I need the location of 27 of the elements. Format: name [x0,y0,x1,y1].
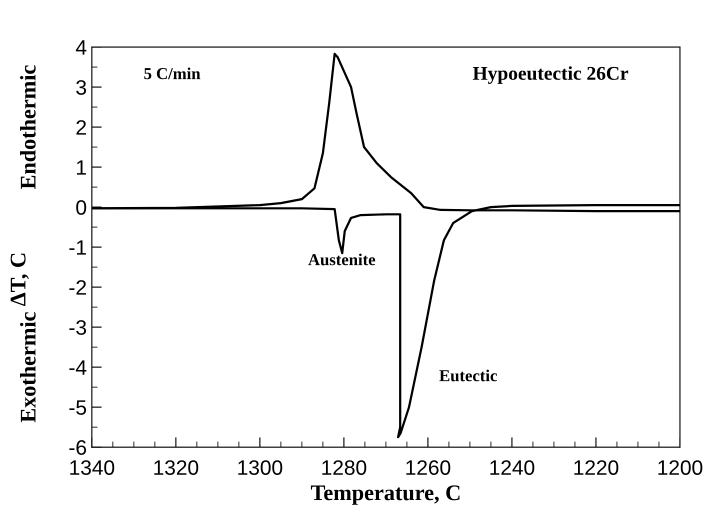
x-tick-label: 1240 [490,460,534,475]
x-tick-label: 1260 [406,460,450,475]
x-tick-label: 1300 [238,460,282,475]
x-tick-label: 1320 [154,460,198,475]
y-tick-label: -3 [69,320,86,335]
y-axis-title: ΔT, C [10,254,29,306]
y-tick-label: -6 [69,440,86,455]
y-tick-label: -1 [69,240,86,255]
y-tick-label: -2 [69,280,86,295]
annotation: Austenite [308,254,376,266]
x-axis-title: Temperature, C [310,485,460,505]
x-tick-label: 1220 [574,460,618,475]
text: Exothermic [20,312,36,422]
y-tick-label: 3 [76,80,86,95]
y-tick-label: 0 [76,200,86,215]
y-tick-label: 2 [76,120,86,135]
y-tick-label: 1 [76,160,86,175]
x-tick-label: 1280 [322,460,366,475]
y-tick-label: -4 [69,360,86,375]
text: Endothermic [20,65,36,190]
y-tick-label: 4 [76,40,86,55]
y-tick-label: -5 [69,400,86,415]
annotation: Eutectic [439,370,497,382]
annotation: Hypoeutectic 26Cr [472,66,628,84]
annotation: 5 C/min [144,68,200,80]
x-tick-label: 1340 [70,460,114,475]
x-tick-label: 1200 [658,460,702,475]
